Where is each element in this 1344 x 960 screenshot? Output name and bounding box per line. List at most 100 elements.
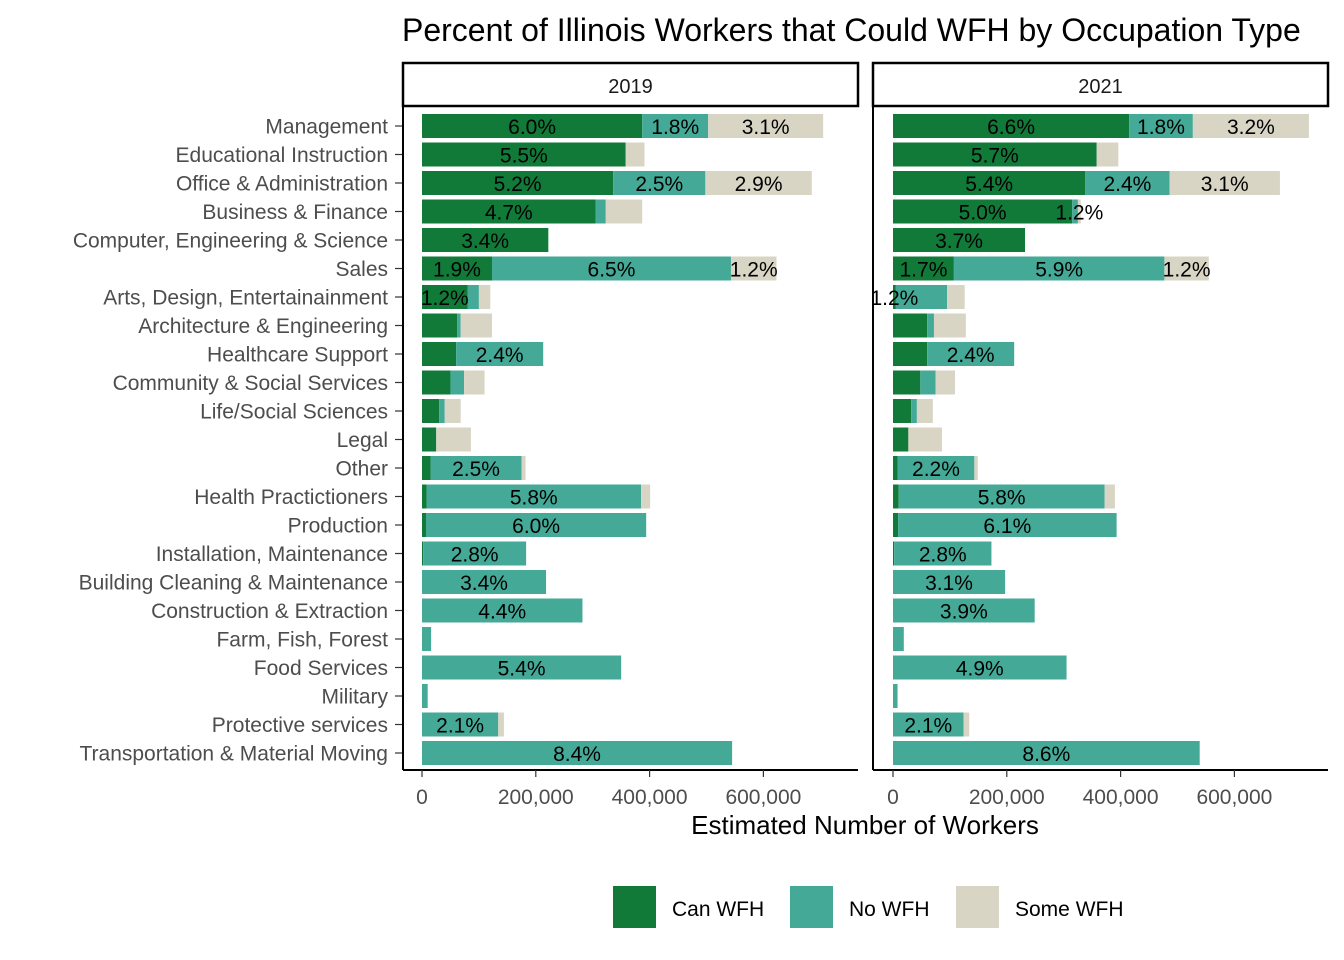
bar-2021-educational-instruction-can-wfh [893,142,1097,167]
bar-label-2019-protective-services-no-wfh: 2.1% [436,715,484,738]
bar-2019-healthcare-support-can-wfh [422,342,457,366]
bar-2019-sales-no-wfh [491,256,731,281]
bar-label-2021-construction-extraction-no-wfh: 3.9% [940,601,988,624]
category-label-arts-design-entertainainment: Arts, Design, Entertainainment [103,287,388,310]
x-tick-label-2021: 400,000 [1083,786,1159,809]
bar-2021-health-practictioners-can-wfh [893,484,899,509]
bar-label-2019-food-services-no-wfh: 5.4% [498,658,546,681]
x-tick-label-2019: 400,000 [612,786,688,809]
bar-2019-management-no-wfh [642,114,709,138]
x-tick-label-2021: 600,000 [1196,786,1272,809]
bar-label-2019-production-no-wfh: 6.0% [512,515,560,538]
category-label-building-cleaning-maintenance: Building Cleaning & Maintenance [79,572,388,595]
bar-2021-office-administration-some-wfh [1169,171,1280,195]
bar-label-2021-building-cleaning-maintenance-no-wfh: 3.1% [925,572,973,595]
category-label-food-services: Food Services [254,657,388,680]
bar-2021-business-finance-some-wfh [1077,199,1081,224]
category-label-architecture-engineering: Architecture & Engineering [138,315,388,338]
bar-2021-arts-design-entertainainment-can-wfh [893,285,896,309]
bar-2021-educational-instruction-some-wfh [1096,142,1119,167]
bar-label-2021-office-administration-no-wfh: 2.4% [1103,173,1151,196]
bar-2021-installation-maintenance-can-wfh [893,541,895,566]
legend-key-can-wfh [613,886,656,928]
bar-2021-life-social-sciences-some-wfh [916,399,933,423]
bar-2021-production-can-wfh [893,513,899,537]
bar-label-2019-sales-some-wfh: 1.2% [730,259,778,282]
category-label-protective-services: Protective services [212,714,388,737]
bar-2021-other-no-wfh [897,456,975,480]
bar-2021-architecture-engineering-no-wfh [927,313,934,338]
bar-label-2019-office-administration-can-wfh: 5.2% [494,173,542,196]
bar-label-2021-installation-maintenance-no-wfh: 2.8% [919,544,967,567]
bar-2021-military-no-wfh [893,684,898,708]
facet-label-2021: 2021 [1078,76,1123,98]
bar-label-2019-computer-engineering-science-can-wfh: 3.4% [461,230,509,253]
legend-label-no-wfh: No WFH [849,898,930,921]
bar-label-2021-sales-can-wfh: 1.7% [900,259,948,282]
bar-label-2021-management-no-wfh: 1.8% [1137,116,1185,139]
category-label-military: Military [322,686,389,709]
bar-2019-other-some-wfh [521,456,526,480]
bar-2019-business-finance-no-wfh [595,199,606,224]
category-label-transportation-material-moving: Transportation & Material Moving [79,743,388,766]
category-label-construction-extraction: Construction & Extraction [151,600,388,623]
category-label-healthcare-support: Healthcare Support [207,344,388,367]
bar-label-2019-management-no-wfh: 1.8% [651,116,699,139]
category-label-production: Production [288,515,388,538]
bar-label-2021-other-no-wfh: 2.2% [912,458,960,481]
bar-2019-health-practictioners-can-wfh [422,484,427,509]
bar-2019-educational-instruction-some-wfh [625,142,645,167]
category-label-management: Management [265,116,388,139]
x-tick-label-2021: 0 [887,786,899,809]
bar-2021-sales-can-wfh [893,256,954,281]
bar-2019-construction-extraction-no-wfh [422,598,583,623]
bar-label-2019-management-some-wfh: 3.1% [742,116,790,139]
bar-label-2021-protective-services-no-wfh: 2.1% [904,715,952,738]
bar-2021-legal-can-wfh [893,427,909,452]
bar-label-2019-business-finance-can-wfh: 4.7% [485,202,533,225]
plot-layer: Management Educational Instruction Office … [73,61,1330,809]
bar-label-2019-healthcare-support-no-wfh: 2.4% [476,344,524,367]
bar-2021-architecture-engineering-some-wfh [933,313,966,338]
bar-2021-production-no-wfh [898,513,1117,537]
bar-2021-management-no-wfh [1129,114,1193,138]
bar-2021-office-administration-can-wfh [893,171,1086,195]
bar-2019-farm-fish-forest-no-wfh [422,627,432,651]
bar-2019-management-some-wfh [708,114,824,138]
x-axis-title: Estimated Number of Workers [691,810,1039,840]
x-tick-label-2019: 200,000 [498,786,574,809]
bar-label-2019-sales-no-wfh: 6.5% [588,259,636,282]
bar-2019-other-can-wfh [422,456,431,480]
bar-2021-health-practictioners-no-wfh [898,484,1105,509]
bar-label-2021-business-finance-can-wfh: 5.0% [959,202,1007,225]
category-label-life-social-sciences: Life/Social Sciences [200,401,388,424]
legend-key-some-wfh [956,886,999,928]
bar-2019-health-practictioners-some-wfh [641,484,651,509]
bar-2021-installation-maintenance-no-wfh [894,541,992,566]
bar-2021-business-finance-can-wfh [893,199,1073,224]
bar-2021-management-can-wfh [893,114,1130,138]
bar-2021-protective-services-some-wfh [963,712,970,737]
category-label-community-social-services: Community & Social Services [113,372,388,395]
bar-2019-sales-some-wfh [730,256,777,281]
bar-label-2019-sales-can-wfh: 1.9% [433,259,481,282]
legend-label-some-wfh: Some WFH [1015,898,1124,921]
bar-2019-business-finance-can-wfh [422,199,596,224]
bar-label-2019-health-practictioners-no-wfh: 5.8% [510,487,558,510]
bar-2019-arts-design-entertainainment-no-wfh [467,285,479,309]
bar-label-2019-management-can-wfh: 6.0% [508,116,556,139]
bar-2019-transportation-material-moving-no-wfh [422,741,733,765]
bar-label-2021-management-can-wfh: 6.6% [987,116,1035,139]
bar-label-2019-other-no-wfh: 2.5% [452,458,500,481]
legend-key-no-wfh [790,886,833,928]
category-label-educational-instruction: Educational Instruction [176,144,388,167]
legend: Can WFH No WFH Some WFH [613,886,1124,928]
bar-2019-installation-maintenance-can-wfh [422,541,424,566]
bar-2019-office-administration-can-wfh [422,171,614,195]
facet-label-2019: 2019 [608,76,653,98]
bar-label-2021-food-services-no-wfh: 4.9% [956,658,1004,681]
bar-2019-architecture-engineering-can-wfh [422,313,458,338]
bar-2019-arts-design-entertainainment-can-wfh [422,285,468,309]
bar-2019-computer-engineering-science-can-wfh [422,228,549,252]
